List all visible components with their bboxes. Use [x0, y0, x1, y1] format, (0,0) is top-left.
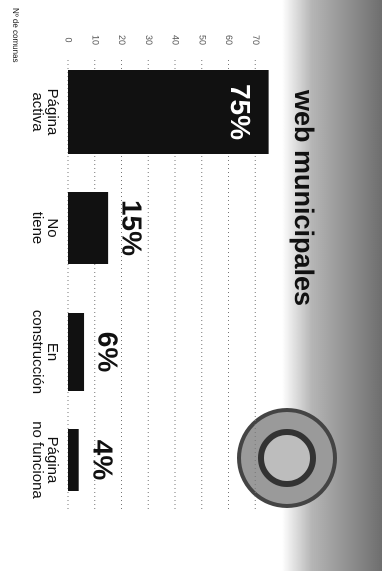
- emblem: [237, 408, 337, 508]
- y-tick-label: 70: [251, 35, 261, 45]
- value-label: 4%: [87, 440, 118, 481]
- y-tick-label: 50: [197, 35, 207, 45]
- y-axis-label: Nº de comunas: [11, 8, 20, 63]
- y-tick-label: 60: [224, 35, 234, 45]
- y-tick-label: 0: [64, 37, 74, 42]
- value-label: 6%: [93, 332, 124, 373]
- x-tick-label: Notiene: [29, 212, 61, 245]
- bar: [68, 429, 79, 491]
- bar: [68, 192, 109, 264]
- bar: [68, 70, 269, 154]
- plot-area: web municipales Nº de comunas 0 10 20 30 40 5…: [11, 0, 382, 571]
- x-tick-label: Páginaactiva: [29, 89, 61, 136]
- y-tick-label: 20: [117, 35, 127, 45]
- chart-title: web municipales: [289, 89, 319, 306]
- bar: [67, 313, 85, 391]
- y-tick-label: 40: [171, 35, 181, 45]
- x-tick-label: Páginano funciona: [29, 421, 61, 499]
- y-tick-label: 10: [90, 35, 100, 45]
- value-label: 15%: [117, 200, 148, 256]
- value-label: 75%: [225, 84, 256, 140]
- y-tick-label: 30: [144, 35, 154, 45]
- x-tick-label: Enconstrucción: [29, 310, 61, 394]
